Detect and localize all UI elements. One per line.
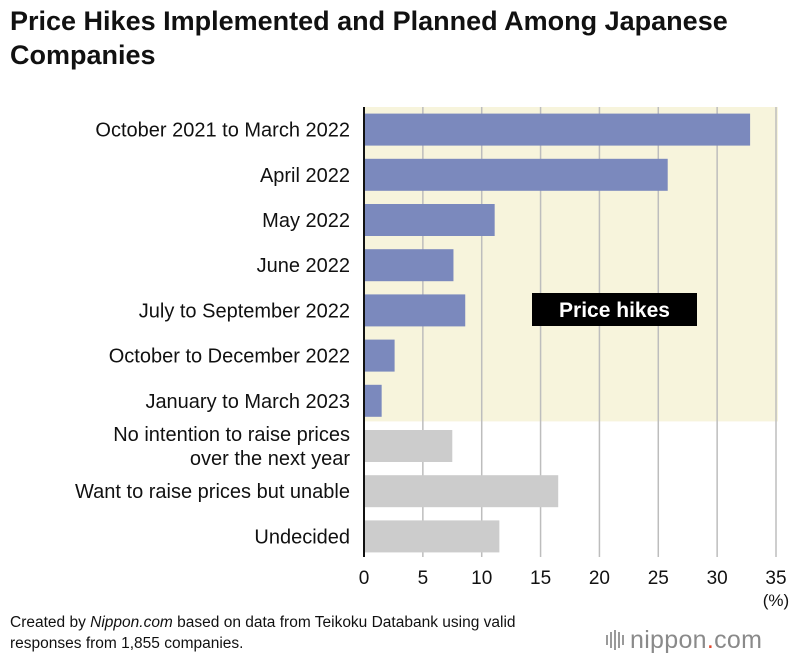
footnote: Created by Nippon.com based on data from… bbox=[10, 612, 570, 654]
bar bbox=[364, 520, 500, 553]
footnote-source-name: Nippon.com bbox=[90, 614, 173, 631]
bar bbox=[364, 249, 454, 282]
x-tick-label: 20 bbox=[589, 568, 610, 589]
x-tick-label: 15 bbox=[530, 568, 551, 589]
category-label: Undecided bbox=[254, 526, 350, 548]
chart-title: Price Hikes Implemented and Planned Amon… bbox=[10, 6, 728, 70]
category-label: No intention to raise prices over the nex… bbox=[113, 424, 350, 470]
price-hikes-label-box bbox=[532, 293, 697, 326]
category-label: Want to raise prices but unable bbox=[75, 481, 350, 503]
bar bbox=[364, 204, 495, 236]
x-tick-labels: 0 5 10 15 20 25 30 35 bbox=[359, 568, 787, 589]
logo-tld: com bbox=[714, 625, 763, 654]
footnote-suffix: based on data from Teikoku Databank usin… bbox=[10, 614, 516, 652]
nippon-logo: nippon. com bbox=[606, 625, 762, 655]
category-label: June 2022 bbox=[257, 255, 350, 277]
x-tick-label: 25 bbox=[648, 568, 669, 589]
bar-chart: October 2021 to March 2022 April 2022 May … bbox=[75, 107, 789, 610]
category-labels: October 2021 to March 2022 April 2022 May … bbox=[75, 120, 350, 549]
bar bbox=[364, 384, 382, 417]
category-label: July to September 2022 bbox=[139, 300, 350, 322]
bar bbox=[364, 294, 466, 327]
nippon-logo-mark-icon bbox=[606, 630, 624, 650]
bar bbox=[364, 339, 395, 372]
x-tick-label: 10 bbox=[471, 568, 492, 589]
x-tick-label: 35 bbox=[765, 568, 786, 589]
bar bbox=[364, 430, 453, 462]
category-label: October to December 2022 bbox=[109, 346, 350, 368]
bars bbox=[364, 113, 751, 553]
logo-name: nippon bbox=[630, 625, 707, 654]
category-label: January to March 2023 bbox=[145, 391, 350, 413]
bar bbox=[364, 158, 668, 191]
category-label: April 2022 bbox=[260, 165, 350, 187]
x-tick-label: 5 bbox=[418, 568, 429, 589]
price-hikes-label-text: Price hikes bbox=[559, 299, 670, 322]
bar bbox=[364, 113, 751, 146]
category-label: October 2021 to March 2022 bbox=[95, 120, 350, 142]
price-hikes-label: Price hikes bbox=[532, 293, 697, 326]
logo-dot: . bbox=[706, 625, 715, 654]
footnote-prefix: Created by bbox=[10, 614, 91, 631]
bar bbox=[364, 475, 559, 508]
x-axis-unit: (%) bbox=[763, 591, 789, 610]
x-tick-label: 0 bbox=[359, 568, 370, 589]
x-tick-label: 30 bbox=[707, 568, 728, 589]
category-label: May 2022 bbox=[262, 210, 350, 232]
